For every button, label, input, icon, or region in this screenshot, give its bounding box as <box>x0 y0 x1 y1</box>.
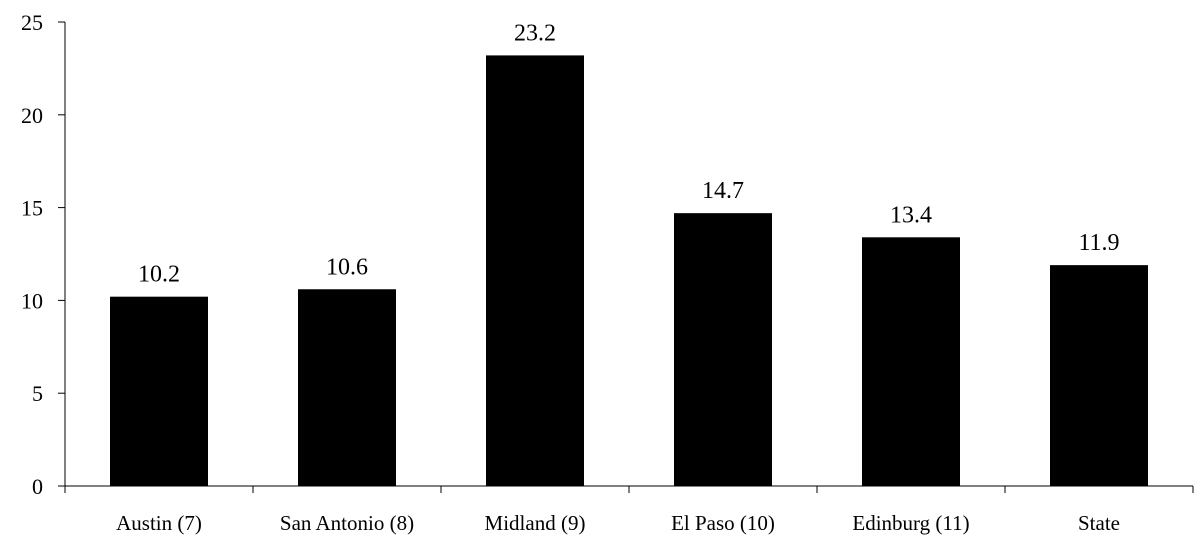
bar <box>486 55 584 487</box>
x-tick-label: Midland (9) <box>485 511 586 535</box>
bars <box>110 55 1148 487</box>
x-axis: Austin (7) San Antonio (8) Midland (9) El P… <box>64 485 1194 535</box>
bar <box>862 237 960 486</box>
data-label: 10.2 <box>138 262 180 288</box>
bar <box>298 289 396 486</box>
x-tick-label: San Antonio (8) <box>280 511 414 535</box>
x-tick-label: State <box>1078 511 1120 535</box>
data-label: 13.4 <box>890 202 932 228</box>
bar <box>1050 265 1148 486</box>
y-tick-label: 15 <box>21 196 43 221</box>
y-tick-label: 5 <box>32 381 43 406</box>
x-tick-label: El Paso (10) <box>671 511 775 535</box>
data-label: 23.2 <box>514 20 556 46</box>
y-tick-label: 10 <box>21 288 43 313</box>
bar <box>674 213 772 486</box>
data-label: 11.9 <box>1078 230 1119 256</box>
y-axis: 0 5 10 15 20 25 <box>21 10 66 499</box>
y-tick-label: 0 <box>32 474 43 499</box>
data-label: 10.6 <box>326 254 368 280</box>
x-tick-label: Edinburg (11) <box>852 511 969 535</box>
data-label: 14.7 <box>702 178 744 204</box>
bar <box>110 296 208 486</box>
data-labels: 10.2 10.6 23.2 14.7 13.4 11.9 <box>138 20 1120 287</box>
x-tick-label: Austin (7) <box>116 511 202 535</box>
y-tick-label: 25 <box>21 10 43 35</box>
y-tick-label: 20 <box>21 103 43 128</box>
